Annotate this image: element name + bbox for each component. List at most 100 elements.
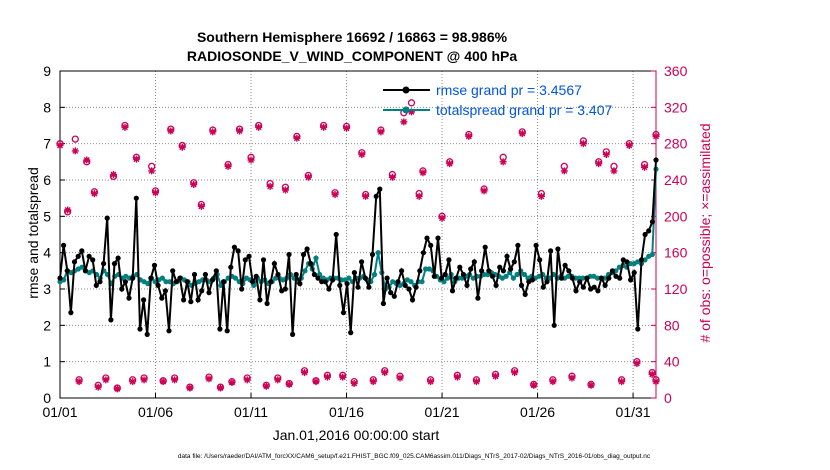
rmse-line (59, 159, 657, 335)
rmse-point (420, 250, 426, 256)
rmse-point (475, 295, 481, 301)
y-tick-label: 4 (43, 245, 51, 261)
rmse-point (144, 331, 150, 337)
rmse-point (235, 248, 241, 254)
rmse-point (220, 279, 227, 285)
totalspread-point (79, 264, 85, 270)
obs-assimilated-marker (579, 140, 587, 148)
rmse-point (406, 286, 412, 292)
rmse-point (511, 259, 517, 265)
rmse-point (151, 262, 158, 268)
obs-assimilated-marker (537, 192, 545, 200)
obs-assimilated-marker (94, 383, 102, 391)
obs-assimilated-marker (602, 151, 610, 159)
rmse-point (133, 195, 139, 201)
rmse-point (290, 331, 296, 337)
rmse-point (82, 268, 88, 274)
rmse-point (115, 255, 121, 261)
rmse-point (504, 253, 510, 259)
rmse-point (460, 271, 466, 278)
rmse-point (101, 261, 107, 267)
obs-assimilated-marker (266, 182, 274, 190)
obs-assimilated-marker (285, 380, 293, 388)
rmse-point (170, 268, 176, 274)
obs-assimilated-marker (83, 156, 91, 164)
y2-tick-label: 280 (664, 136, 688, 152)
obs-assimilated-marker (102, 376, 110, 384)
chart-subtitle: RADIOSONDE_V_WIND_COMPONENT @ 400 hPa (187, 48, 517, 64)
totalspread-point (565, 273, 571, 279)
rmse-point (191, 271, 198, 278)
rmse-point (522, 291, 528, 297)
rmse-point (442, 271, 448, 278)
obs-assimilated-marker (453, 373, 461, 381)
obs-assimilated-marker (427, 378, 435, 386)
rmse-point (181, 297, 187, 303)
rmse-point (166, 328, 172, 334)
totalspread-point (419, 279, 425, 285)
obs-assimilated-marker (633, 359, 641, 367)
rmse-point (282, 286, 288, 292)
rmse-point (93, 282, 99, 288)
rmse-point (402, 282, 408, 288)
rmse-point (508, 266, 514, 272)
rmse-point (304, 246, 310, 252)
rmse-point (377, 186, 383, 192)
rmse-point (424, 235, 430, 241)
rmse-point (569, 275, 576, 281)
obs-assimilated-marker (274, 376, 282, 384)
rmse-point (646, 228, 652, 234)
rmse-point (260, 257, 267, 263)
y2-axis-label: # of obs: o=possible; ×=assimilated (697, 123, 713, 342)
rmse-point (61, 242, 67, 248)
obs-assimilated-marker (56, 141, 64, 149)
rmse-point (631, 270, 637, 276)
rmse-point (188, 299, 194, 305)
obs-assimilated-marker (511, 369, 519, 377)
y-tick-label: 1 (43, 354, 51, 370)
rmse-point (413, 284, 419, 290)
rmse-point (71, 259, 78, 265)
rmse-point (224, 328, 230, 334)
y-tick-label: 6 (43, 172, 51, 188)
rmse-point (471, 259, 477, 265)
obs-assimilated-marker (499, 158, 507, 166)
rmse-point (479, 268, 485, 274)
y-axis-label: rmse and totalspread (25, 167, 41, 299)
obs-assimilated-marker (339, 373, 347, 381)
rmse-point (75, 253, 81, 259)
rmse-point (315, 275, 321, 281)
plot-frame (59, 70, 657, 399)
rmse-point (126, 295, 132, 301)
obs-assimilated-marker (243, 376, 251, 384)
rmse-point (638, 257, 645, 263)
obs-assimilated-marker (113, 385, 121, 393)
legend-spread-marker (402, 106, 410, 114)
obs-assimilated-marker (369, 378, 377, 386)
rmse-point (155, 282, 161, 288)
obs-assimilated-marker (396, 374, 404, 382)
totalspread-point (510, 275, 516, 281)
rmse-point (548, 248, 554, 254)
rmse-point (311, 271, 317, 278)
y2-tick-label: 80 (664, 317, 680, 333)
rmse-point (373, 193, 379, 199)
y-tick-label: 8 (43, 99, 51, 115)
obs-assimilated-marker (152, 189, 160, 197)
rmse-point (355, 284, 361, 290)
rmse-point (544, 279, 550, 285)
obs-assimilated-marker (480, 187, 488, 195)
tick-labels: 01/01 01/06 01/11 01/16 01/21 01/26 01/31 0 1 2 3 4… (42, 63, 687, 420)
x-tick-label: 01/01 (42, 404, 77, 420)
obs-assimilated-marker (255, 123, 263, 131)
x-tick-label: 01/11 (234, 404, 268, 420)
rmse-point (148, 275, 154, 281)
obs-assimilated-marker (419, 169, 427, 177)
x-tick-label: 01/16 (329, 404, 364, 420)
obs-assimilated-marker (197, 202, 205, 210)
rmse-point (500, 268, 506, 274)
rmse-point (566, 268, 572, 274)
obs-assimilated-marker (377, 128, 385, 136)
legend-rmse-marker (402, 86, 410, 94)
rmse-point (348, 330, 354, 336)
